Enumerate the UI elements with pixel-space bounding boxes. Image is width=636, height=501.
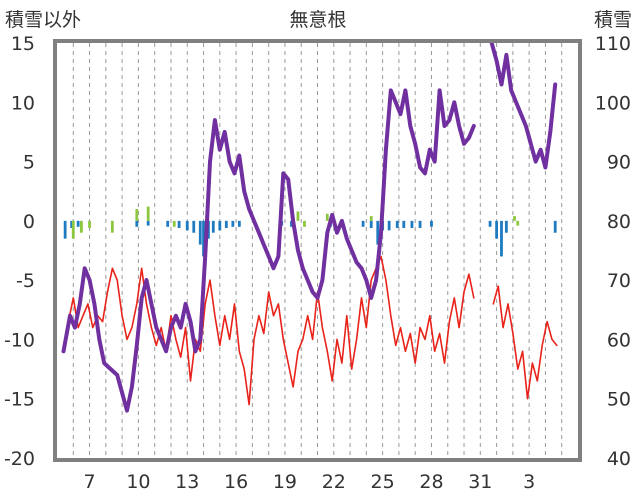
bar-mark bbox=[513, 216, 516, 221]
series-line bbox=[62, 255, 558, 406]
y-right-tick-label: 110 bbox=[595, 33, 631, 55]
x-tick-label: 3 bbox=[523, 471, 535, 493]
y-left-tick-labels: 15 10 5 0 -5 -10 -15 -20 bbox=[4, 33, 35, 470]
y-right-tick-label: 100 bbox=[595, 92, 631, 114]
bar-mark bbox=[110, 220, 114, 233]
y-left-tick-label: 10 bbox=[11, 92, 35, 114]
bar-mark bbox=[290, 220, 293, 227]
y-left-tick-label: -15 bbox=[4, 389, 35, 411]
bar-mark bbox=[418, 220, 422, 228]
bar-mark bbox=[376, 220, 380, 245]
chart-title: 無意根 bbox=[289, 9, 346, 31]
x-tick-label: 13 bbox=[175, 471, 199, 493]
plot-area-frame bbox=[53, 39, 582, 462]
bar-mark bbox=[76, 220, 80, 227]
lines-layer bbox=[61, 41, 558, 413]
y-right-tick-label: 50 bbox=[607, 389, 631, 411]
x-gridlines bbox=[72, 43, 563, 458]
bar-mark bbox=[553, 220, 557, 233]
bar-mark bbox=[80, 220, 83, 233]
bars-layer bbox=[63, 206, 557, 257]
x-tick-label: 16 bbox=[224, 471, 248, 493]
y-right-tick-labels: 110 100 90 80 70 60 50 40 bbox=[595, 33, 631, 470]
y-left-tick-label: -10 bbox=[4, 329, 35, 351]
x-tick-label: 25 bbox=[371, 471, 395, 493]
x-tick-label: 28 bbox=[419, 471, 443, 493]
x-tick-label: 31 bbox=[468, 471, 492, 493]
bar-mark bbox=[504, 220, 508, 233]
bar-mark bbox=[361, 220, 365, 227]
bar-mark bbox=[387, 220, 391, 231]
bar-mark bbox=[70, 220, 74, 228]
bar-mark bbox=[71, 220, 75, 239]
y-left-tick-label: 0 bbox=[23, 211, 35, 233]
bar-mark bbox=[395, 220, 399, 228]
bar-mark bbox=[177, 220, 181, 228]
bar-mark bbox=[192, 220, 196, 233]
bar-mark bbox=[198, 220, 202, 245]
bar-mark bbox=[218, 220, 222, 231]
bar-mark bbox=[430, 220, 433, 227]
bar-mark bbox=[303, 220, 306, 227]
bar-mark bbox=[185, 220, 189, 231]
bar-mark bbox=[410, 220, 414, 228]
x-tick-label: 7 bbox=[84, 471, 96, 493]
y-right-tick-label: 90 bbox=[607, 152, 631, 174]
x-tick-label: 19 bbox=[273, 471, 297, 493]
bar-mark bbox=[369, 220, 373, 228]
bar-mark bbox=[325, 213, 329, 221]
bar-mark bbox=[488, 220, 492, 227]
bar-mark bbox=[231, 220, 235, 227]
bar-mark bbox=[202, 220, 205, 257]
bar-mark bbox=[516, 220, 520, 226]
bar-mark bbox=[500, 220, 503, 257]
bar-mark bbox=[166, 220, 170, 227]
y-right-tick-label: 40 bbox=[607, 448, 631, 470]
bar-mark bbox=[402, 220, 406, 228]
y-left-axis-title: 積雪以外 bbox=[5, 9, 81, 31]
y-right-tick-label: 70 bbox=[607, 270, 631, 292]
bar-mark bbox=[237, 220, 241, 227]
bar-mark bbox=[224, 220, 228, 228]
bar-mark bbox=[63, 220, 67, 239]
bar-mark bbox=[369, 216, 373, 221]
bar-mark bbox=[146, 220, 150, 226]
x-tick-label: 10 bbox=[126, 471, 150, 493]
y-left-tick-label: -5 bbox=[16, 270, 35, 292]
bar-mark bbox=[495, 220, 498, 239]
bar-mark bbox=[296, 211, 300, 221]
bar-mark bbox=[135, 220, 139, 227]
y-right-tick-label: 60 bbox=[607, 329, 631, 351]
bar-mark bbox=[146, 206, 150, 221]
x-tick-label: 22 bbox=[322, 471, 346, 493]
y-left-tick-label: 15 bbox=[11, 33, 35, 55]
bar-mark bbox=[135, 209, 139, 221]
y-left-tick-label: 5 bbox=[23, 152, 35, 174]
bar-mark bbox=[211, 220, 215, 233]
bar-mark bbox=[88, 220, 91, 228]
bar-mark bbox=[172, 220, 176, 227]
y-right-tick-label: 80 bbox=[607, 211, 631, 233]
y-left-tick-label: -20 bbox=[4, 448, 35, 470]
series-line bbox=[61, 41, 558, 413]
y-right-axis-title: 積雪 bbox=[594, 9, 632, 31]
x-tick-labels: 7 10 13 16 19 22 25 28 31 3 bbox=[84, 471, 536, 493]
